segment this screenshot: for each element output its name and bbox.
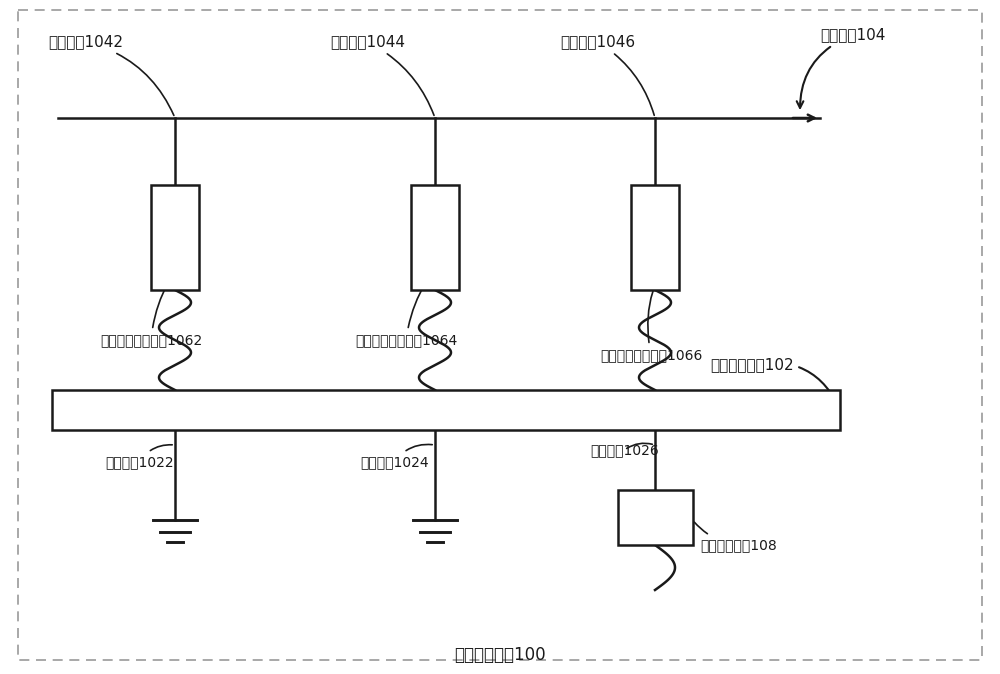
Text: 第一馈点1042: 第一馈点1042 bbox=[48, 34, 174, 115]
Bar bbox=[52, 390, 840, 430]
Bar bbox=[411, 185, 459, 290]
Text: 射频处理模块108: 射频处理模块108 bbox=[694, 522, 777, 552]
Text: 第三端子1026: 第三端子1026 bbox=[590, 443, 659, 457]
Text: 三相切换开关102: 三相切换开关102 bbox=[710, 357, 838, 405]
Text: 第三馈点1046: 第三馈点1046 bbox=[560, 34, 654, 115]
Text: 天线切换组件100: 天线切换组件100 bbox=[454, 646, 546, 664]
Text: 第三阻抗匹配单元1066: 第三阻抗匹配单元1066 bbox=[600, 247, 702, 362]
Text: 第一阻抗匹配单元1062: 第一阻抗匹配单元1062 bbox=[100, 247, 202, 347]
Bar bbox=[618, 490, 692, 545]
Text: 天线本体104: 天线本体104 bbox=[797, 28, 885, 108]
Text: 第二端子1024: 第二端子1024 bbox=[360, 444, 432, 469]
Bar bbox=[151, 185, 199, 290]
Text: 第二馈点1044: 第二馈点1044 bbox=[330, 34, 434, 115]
Bar bbox=[631, 185, 679, 290]
Text: 第二阻抗匹配单元1064: 第二阻抗匹配单元1064 bbox=[355, 247, 457, 347]
Text: 第一端子1022: 第一端子1022 bbox=[105, 445, 174, 469]
